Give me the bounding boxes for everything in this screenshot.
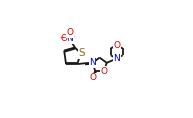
Text: O: O (61, 34, 68, 43)
Text: N: N (89, 58, 96, 67)
Text: O: O (113, 41, 120, 50)
Text: N: N (113, 54, 120, 63)
Text: S: S (79, 48, 85, 58)
Text: N: N (89, 58, 96, 67)
Text: +: + (69, 34, 74, 39)
Text: O: O (66, 28, 73, 37)
Text: O: O (101, 67, 108, 76)
Text: −: − (59, 33, 65, 42)
Text: N: N (67, 34, 73, 43)
Text: O: O (90, 73, 96, 82)
